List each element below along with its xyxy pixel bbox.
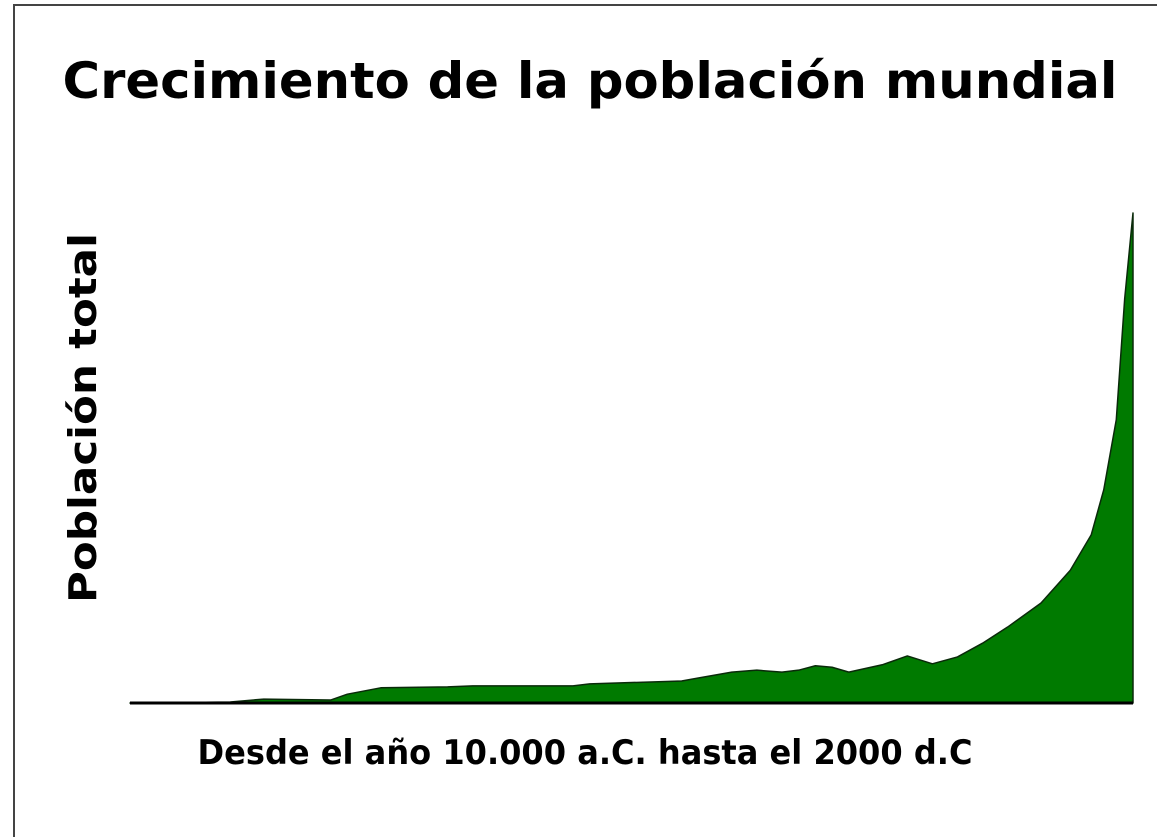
chart-title: Crecimiento de la población mundial: [63, 52, 1118, 110]
x-axis-label: Desde el año 10.000 a.C. hasta el 2000 d…: [198, 733, 973, 773]
y-axis-label: Población total: [61, 233, 105, 603]
area: [129, 212, 1134, 704]
frame: [13, 4, 1157, 837]
